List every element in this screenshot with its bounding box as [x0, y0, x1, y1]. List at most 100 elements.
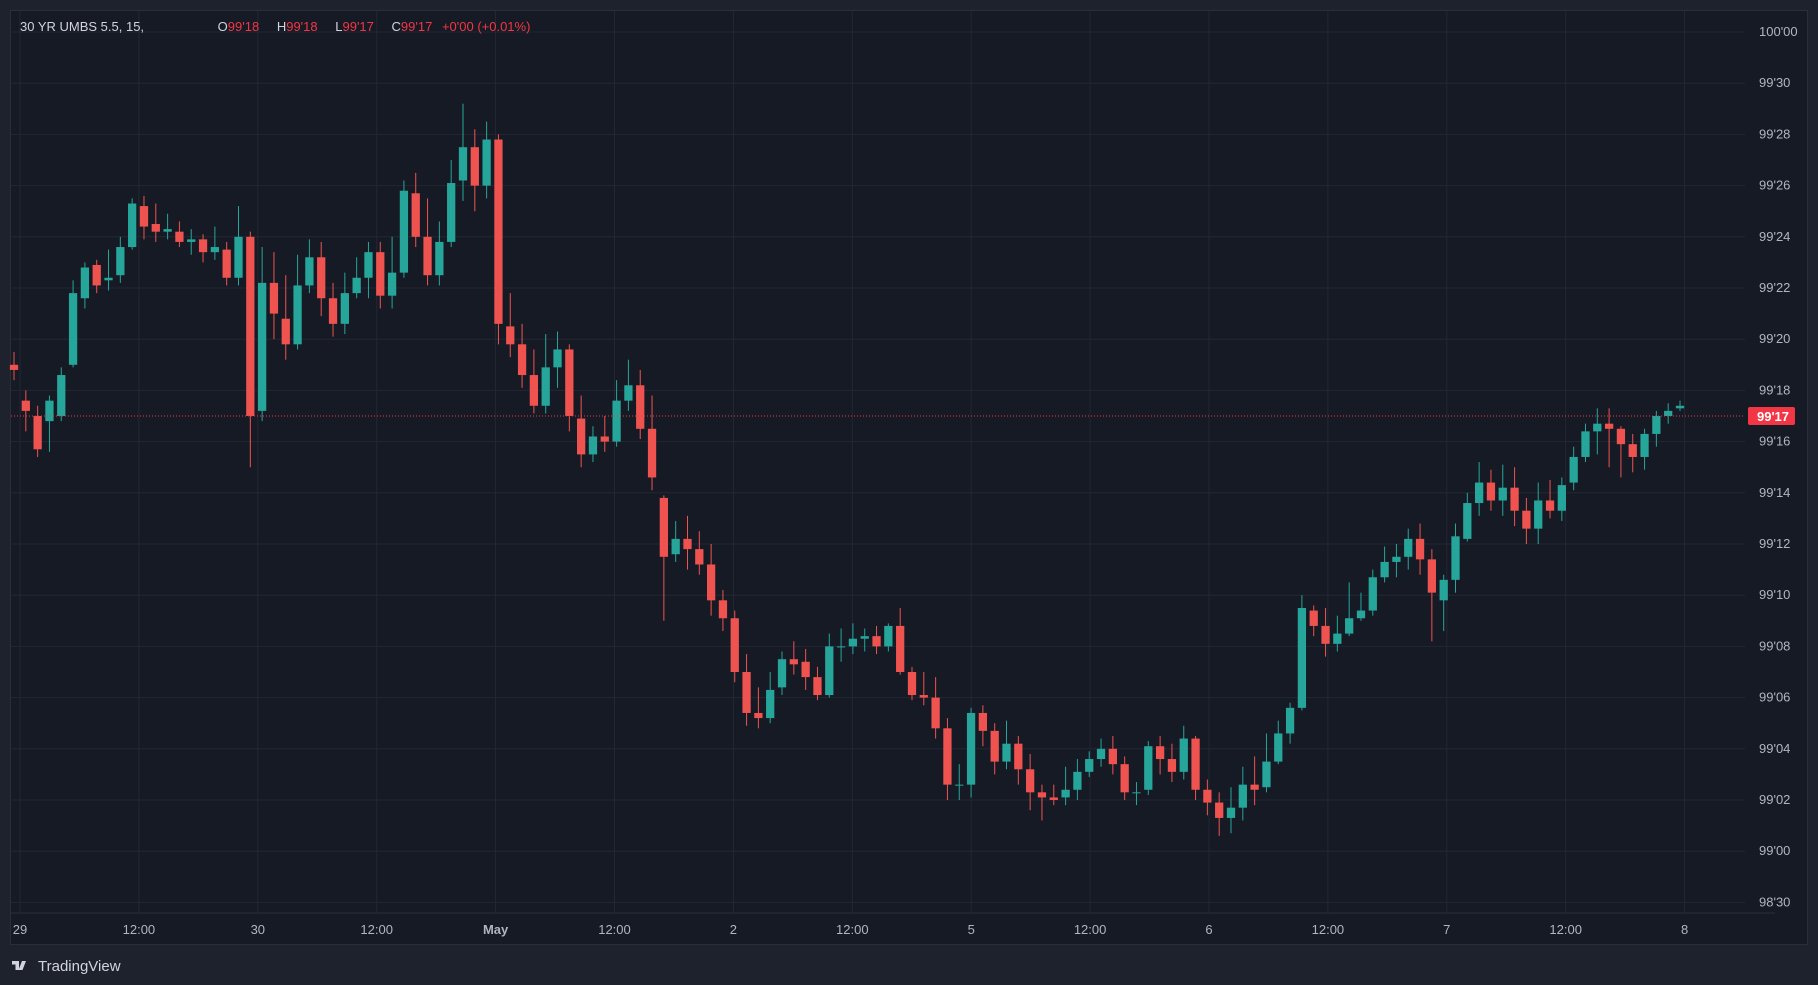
close-label: C	[391, 19, 401, 34]
candle-body	[884, 625, 893, 647]
time-tick-label: 12:00	[123, 922, 156, 937]
candle-body	[718, 600, 728, 619]
time-tick-label: 29	[13, 922, 27, 937]
price-tick-label: 100'00	[1759, 24, 1798, 39]
candle	[1640, 428, 1649, 470]
candle	[340, 272, 349, 335]
candle	[1545, 480, 1555, 519]
candle	[435, 221, 444, 286]
candle-body	[21, 400, 30, 411]
candle	[80, 262, 90, 309]
candle-body	[943, 728, 952, 785]
time-tick-label: 12:00	[836, 922, 869, 937]
candle-body	[1215, 802, 1224, 818]
candle	[57, 367, 66, 422]
candle	[1463, 492, 1472, 542]
candle	[636, 369, 645, 440]
candle-body	[671, 538, 680, 555]
candle-body	[376, 252, 385, 296]
candle-body	[636, 385, 645, 429]
high-label: H	[276, 19, 287, 34]
candle-body	[246, 236, 255, 416]
candle-body	[777, 659, 787, 688]
candle-body	[931, 697, 940, 729]
candle	[92, 259, 101, 294]
candle-body	[1274, 733, 1283, 762]
candle-body	[1664, 410, 1673, 416]
candle	[411, 172, 420, 248]
candle	[872, 625, 881, 655]
candle	[1356, 592, 1366, 621]
candle	[1569, 446, 1578, 491]
candle	[1345, 582, 1354, 637]
candle-body	[104, 277, 113, 281]
candle	[1179, 725, 1188, 780]
price-axis: 100'00 99'30 99'28 99'26 99'24 99'22 99'20 99'1…	[1759, 24, 1798, 909]
candle	[163, 213, 172, 240]
candle-body	[1486, 482, 1496, 501]
time-tick-label: 12:00	[1312, 922, 1345, 937]
candle	[1368, 569, 1377, 616]
candle	[376, 241, 385, 309]
candle	[1285, 702, 1295, 744]
candle	[1451, 523, 1460, 593]
candle	[1309, 605, 1318, 637]
candle-body	[1026, 769, 1035, 793]
candle-body	[966, 712, 976, 785]
candle	[706, 544, 716, 616]
candle	[1593, 408, 1602, 455]
candle-body	[9, 364, 19, 370]
candle-body	[659, 497, 668, 557]
price-tick-label: 99'12	[1759, 536, 1790, 551]
candle-body	[695, 549, 704, 565]
candle	[588, 426, 598, 463]
candle-body	[57, 375, 66, 416]
candle	[1108, 736, 1117, 775]
candle	[68, 280, 78, 368]
candle-body	[328, 298, 338, 324]
candle-body	[482, 139, 491, 186]
price-tick-label: 99'20	[1759, 331, 1790, 346]
candle-body	[742, 672, 751, 713]
candle	[1262, 733, 1271, 793]
candle-body	[789, 659, 798, 665]
price-tick-label: 99'02	[1759, 792, 1790, 807]
high-value: 99'18	[286, 19, 318, 34]
candle	[1557, 477, 1566, 521]
candle	[1498, 464, 1507, 516]
candle	[541, 334, 550, 414]
candle-body	[1368, 577, 1377, 611]
candle	[458, 103, 468, 201]
candle-body	[1002, 743, 1011, 762]
chart-pane[interactable]	[10, 10, 1808, 945]
last-price-tag	[1748, 406, 1795, 425]
candle-body	[494, 139, 503, 324]
candle	[293, 254, 302, 350]
candle-body	[1321, 625, 1330, 644]
candle-body	[447, 183, 456, 242]
candle-body	[222, 249, 231, 278]
candle-body	[1356, 610, 1366, 619]
candle-body	[553, 349, 562, 368]
candle-body	[1534, 500, 1543, 529]
candle	[671, 520, 680, 562]
candle	[1474, 462, 1484, 516]
time-tick-label: 7	[1443, 922, 1450, 937]
candle-body	[907, 672, 917, 696]
candle-body	[139, 206, 149, 227]
candle-body	[1545, 500, 1555, 511]
candle-body	[1226, 807, 1236, 818]
candle	[1664, 403, 1673, 424]
candle-body	[1333, 633, 1342, 644]
candle-body	[411, 193, 420, 237]
candle-body	[813, 677, 822, 696]
candle	[387, 236, 397, 309]
branding-footer[interactable]: TradingView	[10, 955, 121, 977]
price-tick-label: 98'30	[1759, 894, 1790, 909]
candle	[624, 359, 633, 411]
candle	[1404, 528, 1413, 570]
candle-body	[647, 428, 657, 478]
candle	[1652, 410, 1661, 447]
candle	[1250, 756, 1259, 806]
